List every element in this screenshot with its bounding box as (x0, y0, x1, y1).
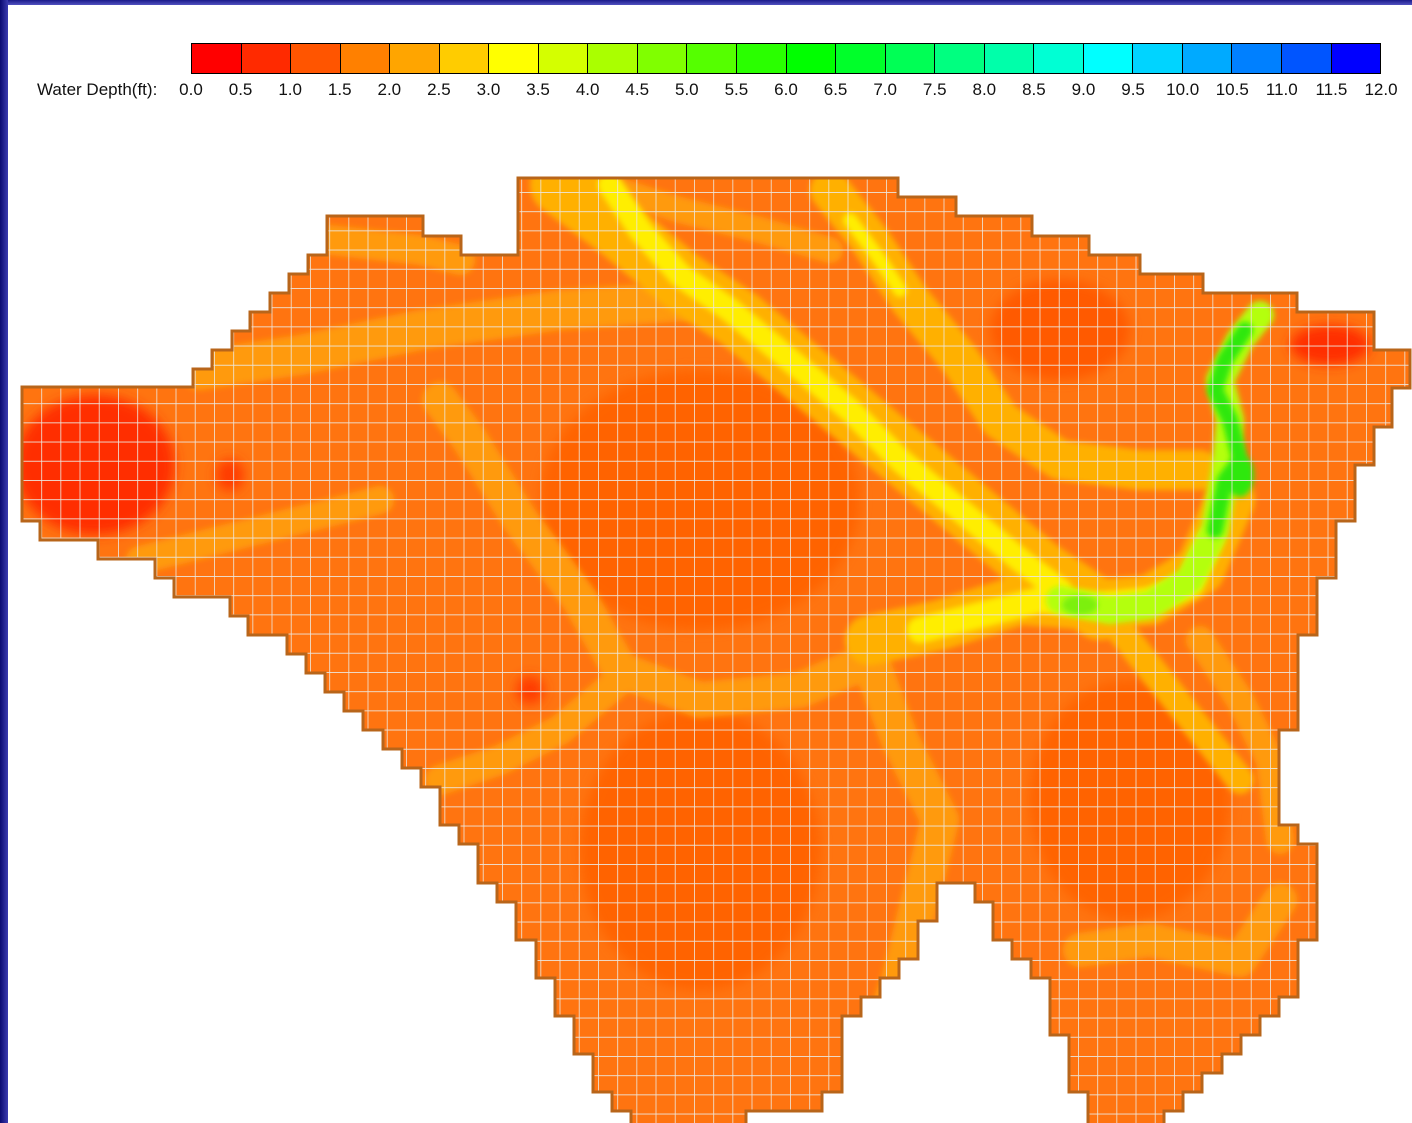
map-figure: Water Depth(ft): 0.0 0.5 1.0 1.5 2.0 2.5 3.0 3.… (0, 0, 1412, 1123)
mesh-grid (0, 0, 1412, 1123)
depth-field (0, 0, 1412, 1123)
water-depth-map (0, 0, 1412, 1123)
